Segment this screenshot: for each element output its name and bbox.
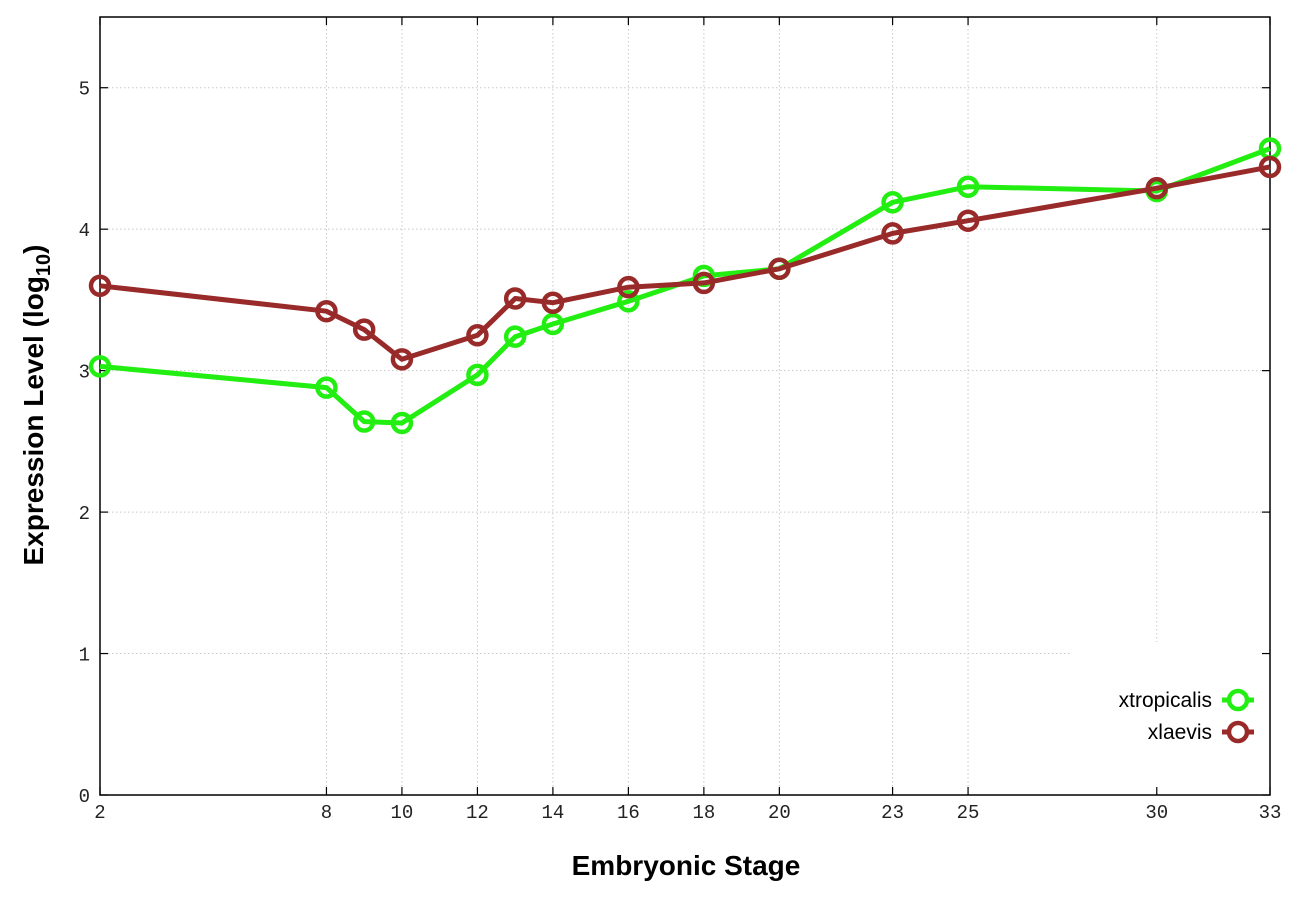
- x-tick-label: 10: [391, 802, 414, 824]
- series-xlaevis: [88, 155, 1282, 371]
- y-axis-title-subscript: 10: [33, 254, 55, 276]
- legend-marker: [1226, 720, 1250, 744]
- data-point: [617, 290, 640, 313]
- data-point: [617, 275, 640, 299]
- y-tick-label: 4: [79, 220, 90, 242]
- data-point: [956, 175, 980, 198]
- legend-label: xlaevis: [1148, 721, 1212, 744]
- data-point: [466, 324, 489, 347]
- data-point: [692, 271, 716, 295]
- x-tick-label: 25: [957, 802, 980, 824]
- data-point: [541, 312, 565, 336]
- data-point: [956, 209, 980, 232]
- series-xtropicalis: [88, 137, 1282, 435]
- series-line: [99, 146, 1271, 426]
- data-point: [352, 410, 376, 433]
- y-tick-label: 1: [79, 645, 90, 667]
- legend-marker: [1226, 688, 1250, 712]
- data-point: [1145, 176, 1169, 200]
- y-tick-label: 2: [79, 503, 90, 525]
- legend-item-xlaevis: xlaevis: [1148, 720, 1254, 744]
- data-point: [315, 376, 338, 399]
- y-axis-title: Expression Level (log10): [18, 245, 55, 566]
- x-tick-label: 12: [466, 802, 489, 824]
- data-point: [881, 191, 904, 214]
- data-point: [541, 291, 565, 314]
- legend-label: xtropicalis: [1119, 689, 1212, 712]
- data-point: [352, 318, 376, 341]
- x-axis-title: Embryonic Stage: [572, 850, 801, 881]
- data-point: [88, 274, 112, 298]
- x-tick-label: 23: [881, 802, 904, 824]
- y-tick-label: 0: [79, 786, 90, 808]
- data-point: [503, 325, 527, 348]
- series-line: [99, 164, 1271, 362]
- y-axis-title-main: Expression Level (log: [18, 276, 49, 565]
- x-tick-label: 8: [321, 802, 332, 824]
- series-layer: [88, 137, 1282, 435]
- data-point: [503, 287, 527, 310]
- x-tick-label: 2: [94, 802, 105, 824]
- data-point: [768, 257, 791, 281]
- y-tick-label: 5: [79, 79, 90, 101]
- x-tick-label: 33: [1259, 802, 1282, 824]
- plot-frame: [99, 16, 1271, 796]
- x-tick-label: 18: [692, 802, 715, 824]
- data-point: [1258, 155, 1282, 179]
- data-point: [390, 411, 414, 435]
- grid-lines: [100, 17, 1270, 795]
- y-tick-label: 3: [79, 362, 90, 384]
- x-tick-label: 14: [541, 802, 564, 824]
- legend-background: [1072, 642, 1268, 793]
- legend-box: [1072, 642, 1268, 793]
- legend: xtropicalis xlaevis: [1119, 688, 1254, 744]
- data-point: [88, 355, 112, 378]
- legend-item-xtropicalis: xtropicalis: [1119, 688, 1254, 712]
- x-tick-label: 16: [617, 802, 640, 824]
- x-tick-label: 30: [1145, 802, 1168, 824]
- data-point: [315, 299, 338, 323]
- y-axis-title-close: ): [18, 245, 49, 254]
- data-point: [390, 348, 414, 371]
- data-point: [466, 363, 489, 387]
- x-tick-label: 20: [768, 802, 791, 824]
- data-point: [881, 222, 904, 245]
